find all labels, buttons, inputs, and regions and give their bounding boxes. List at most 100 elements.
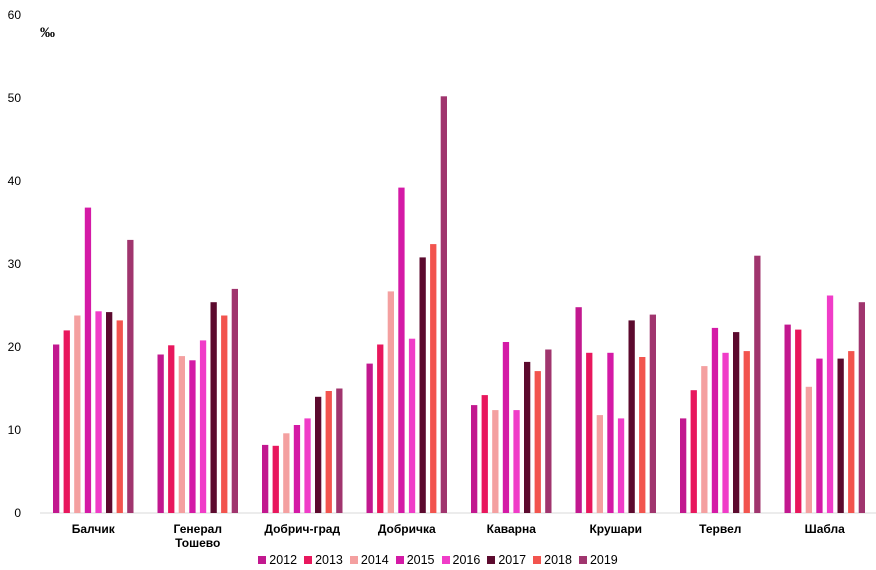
legend-label: 2014 — [360, 553, 389, 567]
y-axis-unit-label: ‰ — [40, 25, 55, 41]
bar-2014 — [596, 415, 603, 513]
chart-legend: 2012 2013 2014 2015 2016 2017 2018 2019 — [0, 553, 876, 567]
x-tick-label: Генерал — [174, 522, 222, 536]
legend-swatch — [441, 556, 450, 564]
y-tick-label: 0 — [14, 506, 21, 520]
legend-item: 2018 — [533, 553, 572, 567]
x-tick-label: Балчик — [72, 522, 116, 536]
bar-2018 — [325, 391, 332, 513]
bar-2015 — [189, 360, 196, 513]
bar-2017 — [733, 332, 740, 513]
legend-swatch — [304, 556, 313, 564]
y-tick-label: 40 — [8, 174, 22, 188]
bar-2013 — [481, 395, 488, 513]
bar-2019 — [440, 96, 447, 514]
y-tick-label: 10 — [8, 423, 22, 437]
bar-2015 — [398, 187, 405, 513]
y-tick-label: 50 — [8, 91, 22, 105]
legend-label: 2015 — [406, 553, 435, 567]
bar-2019 — [127, 239, 134, 513]
bar-2013 — [377, 344, 384, 513]
bar-2017 — [315, 396, 322, 513]
bar-2019 — [545, 349, 552, 513]
bar-2012 — [471, 405, 478, 513]
bar-2016 — [304, 418, 311, 513]
bar-2013 — [795, 329, 802, 513]
legend-label: 2013 — [315, 553, 343, 567]
bar-2014 — [387, 291, 394, 513]
bar-2019 — [231, 288, 238, 513]
bar-2019 — [336, 388, 343, 513]
bar-2018 — [743, 351, 750, 513]
bar-2014 — [178, 356, 185, 513]
bar-2014 — [805, 386, 812, 513]
bar-2012 — [680, 418, 687, 513]
bar-2012 — [575, 307, 582, 513]
bar-2012 — [262, 444, 269, 513]
legend-swatch — [578, 556, 587, 564]
bar-2017 — [837, 358, 844, 513]
bar-2016 — [722, 352, 729, 513]
bar-2014 — [283, 433, 290, 513]
x-tick-label: Добричка — [378, 522, 436, 536]
bar-2012 — [366, 363, 373, 513]
bar-2015 — [816, 358, 823, 513]
x-tick-label: Крушари — [589, 522, 642, 536]
legend-item: 2019 — [578, 553, 618, 567]
bar-2014 — [74, 315, 81, 513]
y-tick-label: 30 — [8, 257, 22, 271]
bar-2016 — [826, 295, 834, 513]
bar-2012 — [53, 344, 60, 513]
y-tick-label: 20 — [8, 340, 22, 354]
x-tick-label: Каварна — [487, 522, 537, 536]
bar-2016 — [95, 311, 102, 513]
legend-label: 2016 — [452, 553, 481, 567]
legend-swatch — [395, 556, 404, 564]
bar-2016 — [199, 340, 207, 513]
y-tick-label: 60 — [8, 8, 22, 22]
legend-item: 2013 — [304, 553, 343, 567]
bar-2019 — [754, 255, 761, 513]
bar-2015 — [711, 327, 719, 513]
bar-2013 — [690, 390, 697, 513]
bar-2015 — [607, 352, 614, 513]
bar-2014 — [492, 410, 499, 513]
bar-2013 — [63, 330, 70, 513]
legend-label: 2017 — [498, 553, 527, 567]
bar-2013 — [168, 345, 175, 513]
legend-swatch — [533, 556, 542, 564]
legend-swatch — [487, 556, 496, 564]
x-tick-label: Шабла — [805, 522, 845, 536]
legend-label: 2012 — [269, 553, 298, 567]
legend-item: 2012 — [258, 553, 297, 567]
legend-item: 2014 — [349, 553, 389, 567]
bar-2016 — [617, 418, 625, 513]
bar-2016 — [408, 338, 416, 513]
bar-2018 — [430, 244, 437, 513]
bar-2012 — [157, 354, 164, 513]
bar-2017 — [210, 302, 217, 513]
bar-2017 — [419, 257, 426, 513]
bar-2019 — [858, 302, 865, 513]
bar-2019 — [649, 314, 656, 513]
bar-2016 — [513, 410, 520, 513]
bar-2018 — [848, 351, 855, 513]
bar-2012 — [784, 324, 791, 513]
legend-item: 2017 — [487, 553, 526, 567]
bar-2018 — [534, 371, 541, 513]
legend-label: 2019 — [589, 553, 618, 567]
bar-2013 — [586, 352, 593, 513]
legend-swatch — [258, 556, 267, 564]
legend-item: 2015 — [395, 553, 435, 567]
bar-2015 — [502, 342, 510, 513]
x-tick-label: Тервел — [699, 522, 741, 536]
legend-label: 2018 — [544, 553, 572, 567]
x-tick-label: Тошево — [175, 536, 220, 550]
bar-2017 — [106, 312, 113, 513]
bar-2018 — [639, 357, 646, 513]
bar-2015 — [84, 207, 92, 513]
bar-2017 — [524, 361, 531, 513]
bar-2015 — [293, 425, 301, 513]
x-tick-label: Добрич-град — [264, 522, 340, 536]
